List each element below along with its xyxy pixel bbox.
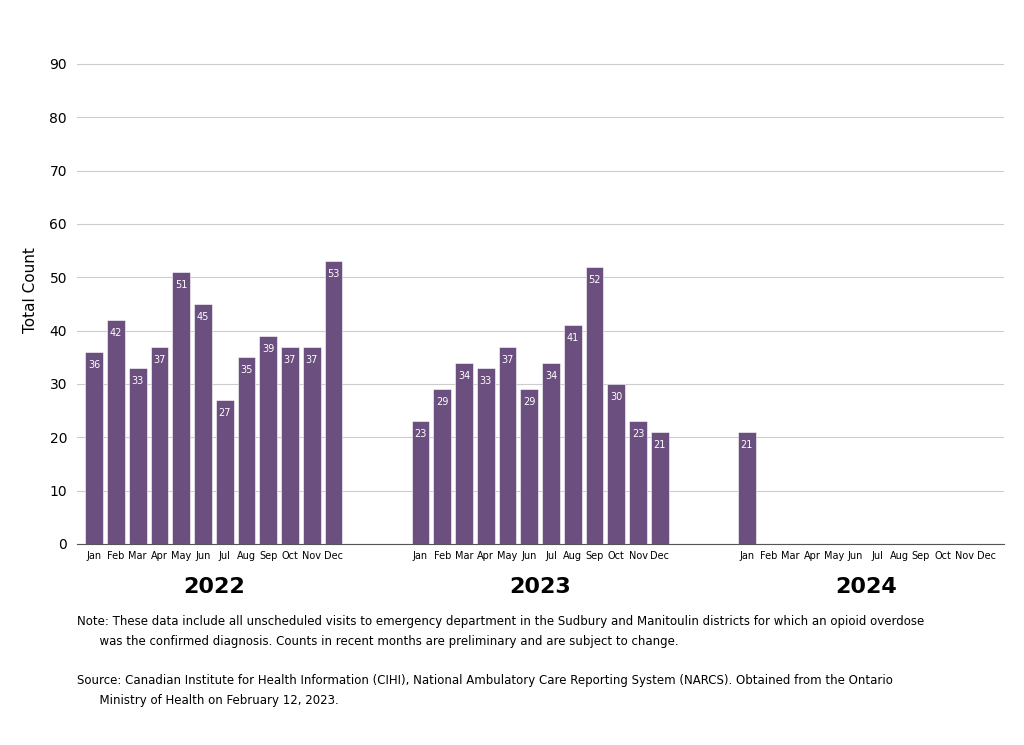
Bar: [216, 400, 233, 544]
Bar: [238, 357, 255, 544]
Text: 2023: 2023: [509, 577, 571, 597]
Text: 33: 33: [132, 376, 143, 386]
Bar: [607, 384, 626, 544]
Text: 37: 37: [305, 355, 317, 364]
Bar: [455, 363, 473, 544]
Bar: [499, 346, 516, 544]
Text: 53: 53: [328, 269, 340, 279]
Text: 30: 30: [610, 392, 623, 402]
Text: was the confirmed diagnosis. Counts in recent months are preliminary and are sub: was the confirmed diagnosis. Counts in r…: [77, 635, 679, 647]
Text: 37: 37: [502, 355, 514, 364]
Text: 42: 42: [110, 328, 122, 338]
Bar: [172, 272, 190, 544]
Bar: [259, 336, 278, 544]
Bar: [542, 363, 560, 544]
Bar: [85, 352, 103, 544]
Y-axis label: Total Count: Total Count: [24, 247, 38, 334]
Bar: [281, 346, 299, 544]
Text: 35: 35: [241, 365, 253, 375]
Text: 2024: 2024: [836, 577, 897, 597]
Bar: [564, 326, 582, 544]
Bar: [412, 421, 429, 544]
Text: 37: 37: [284, 355, 296, 364]
Bar: [129, 368, 146, 544]
Bar: [195, 304, 212, 544]
Text: 39: 39: [262, 344, 274, 354]
Bar: [108, 320, 125, 544]
Bar: [477, 368, 495, 544]
Text: 45: 45: [197, 312, 209, 322]
Bar: [651, 432, 669, 544]
Text: 36: 36: [88, 360, 100, 370]
Text: 29: 29: [523, 397, 536, 408]
Text: 27: 27: [218, 408, 231, 418]
Text: 21: 21: [740, 440, 753, 450]
Text: 52: 52: [589, 275, 601, 285]
Text: Note: These data include all unscheduled visits to emergency department in the S: Note: These data include all unscheduled…: [77, 615, 924, 627]
Text: 23: 23: [632, 429, 644, 440]
Text: 23: 23: [415, 429, 427, 440]
Text: 33: 33: [479, 376, 492, 386]
Bar: [520, 389, 539, 544]
Text: Ministry of Health on February 12, 2023.: Ministry of Health on February 12, 2023.: [77, 694, 339, 707]
Text: 37: 37: [154, 355, 166, 364]
Bar: [151, 346, 168, 544]
Bar: [586, 267, 603, 544]
Bar: [325, 261, 342, 544]
Text: Source: Canadian Institute for Health Information (CIHI), National Ambulatory Ca: Source: Canadian Institute for Health In…: [77, 674, 893, 687]
Text: 41: 41: [566, 333, 579, 343]
Text: 29: 29: [436, 397, 449, 408]
Text: 34: 34: [545, 370, 557, 381]
Text: 21: 21: [653, 440, 666, 450]
Bar: [738, 432, 756, 544]
Text: 34: 34: [458, 370, 470, 381]
Bar: [629, 421, 647, 544]
Bar: [433, 389, 452, 544]
Bar: [303, 346, 321, 544]
Text: 2022: 2022: [183, 577, 245, 597]
Text: 51: 51: [175, 280, 187, 290]
